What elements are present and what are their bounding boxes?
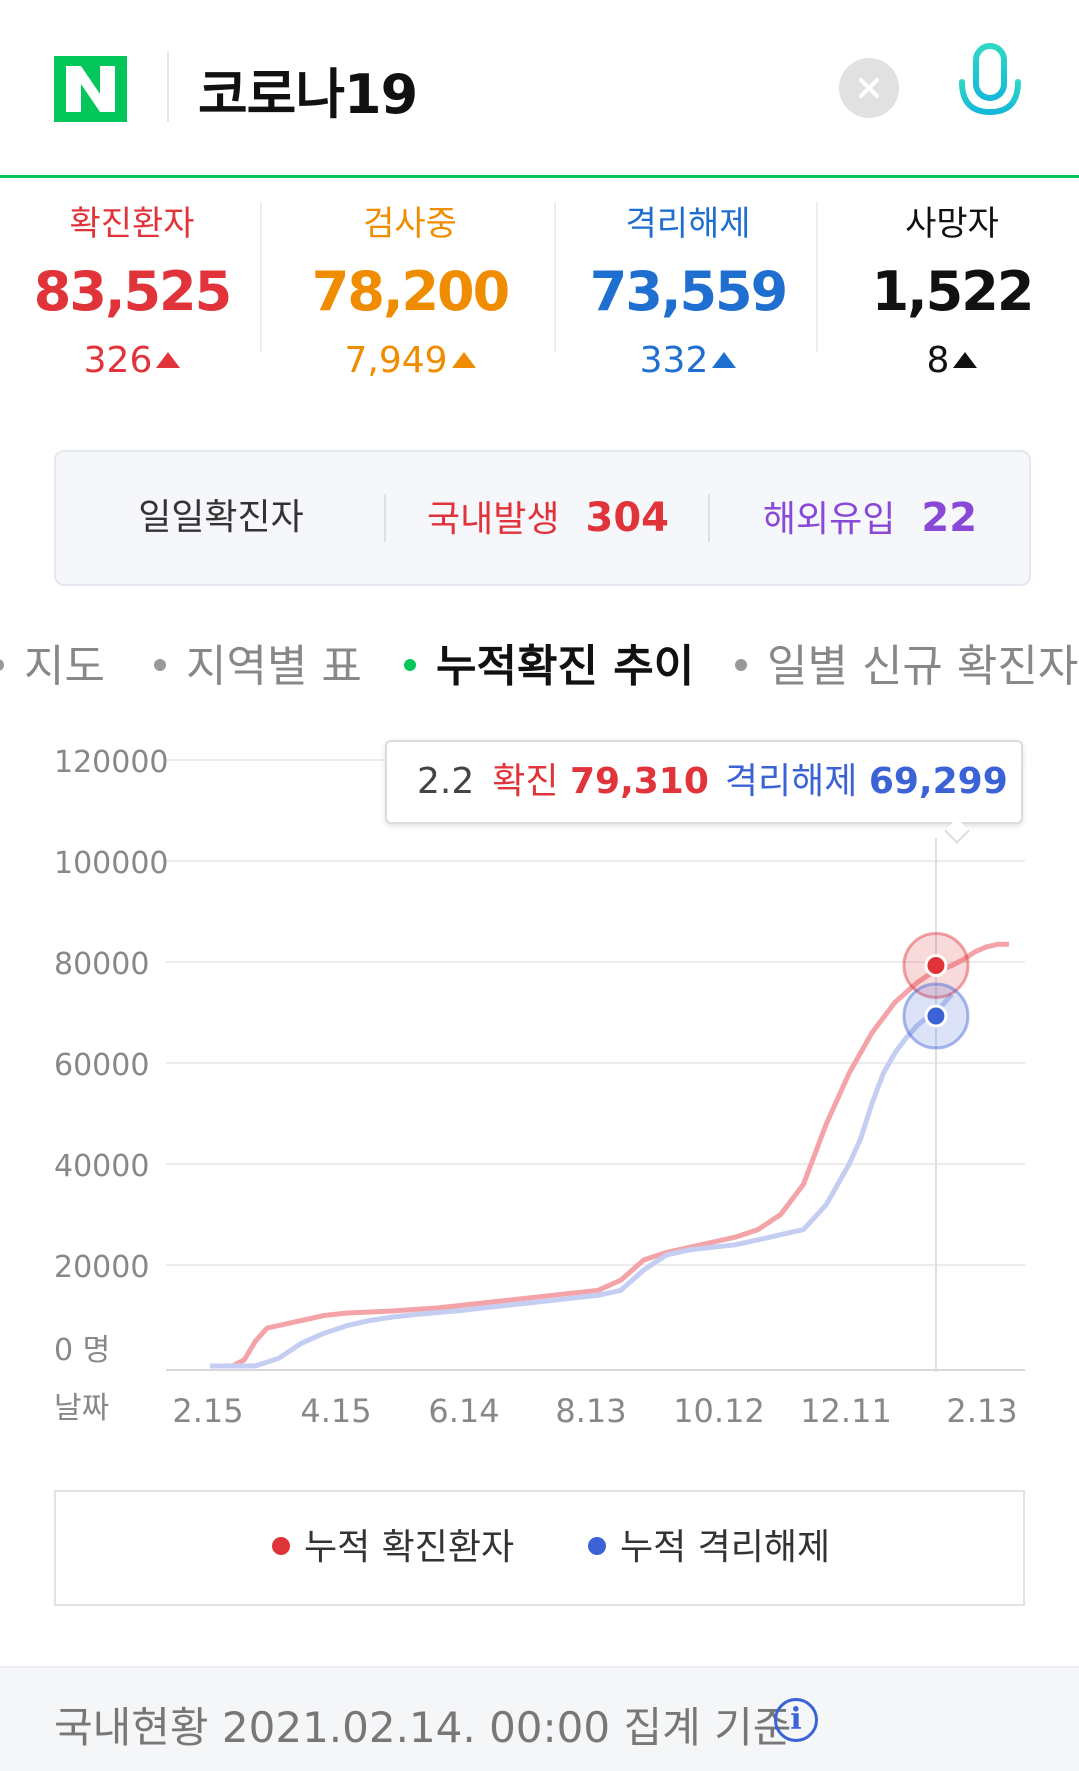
released-series-line <box>210 992 954 1369</box>
status-footer: 국내현황 2021.02.14. 00:00 집계 기준 i <box>0 1666 1079 1771</box>
stat-deaths[interactable]: 사망자 1,522 8 <box>822 182 1079 382</box>
stat-testing[interactable]: 검사중 78,200 7,949 <box>280 182 540 382</box>
stat-value: 78,200 <box>311 260 510 323</box>
legend-released[interactable]: 누적 격리해제 <box>588 1492 830 1604</box>
daily-domestic: 국내발생 304 <box>386 452 710 584</box>
bullet-icon <box>404 659 416 671</box>
legend-dot-icon <box>588 1537 606 1555</box>
stat-value: 83,525 <box>33 260 232 323</box>
bullet-icon <box>0 659 4 671</box>
confirmed-highlight-point <box>924 953 948 977</box>
overseas-label: 해외유입 <box>762 499 896 540</box>
stat-change: 326 <box>2 340 262 381</box>
y-tick-label: 40000 <box>54 1149 149 1184</box>
x-tick-label: 2.13 <box>946 1392 1017 1430</box>
legend-confirmed[interactable]: 누적 확진환자 <box>272 1492 514 1604</box>
daily-divider <box>708 494 710 542</box>
header-divider <box>167 52 169 122</box>
up-arrow-icon <box>953 352 978 368</box>
daily-divider <box>384 494 386 542</box>
bullet-icon <box>154 659 166 671</box>
search-header: 코로나19 <box>0 0 1079 178</box>
stat-change: 332 <box>558 340 818 381</box>
stat-divider <box>816 202 818 352</box>
daily-title: 일일확진자 <box>138 497 304 538</box>
stat-divider <box>260 202 262 352</box>
search-query[interactable]: 코로나19 <box>198 63 418 126</box>
tab-region-table[interactable]: 지역별 표 <box>154 630 362 690</box>
stat-label: 검사중 <box>363 204 457 244</box>
stat-value: 73,559 <box>589 260 788 323</box>
chart-svg[interactable]: 120000 100000 80000 60000 40000 20000 0 명날짜 2.1… <box>0 720 1079 1440</box>
stat-label: 사망자 <box>905 204 999 244</box>
stat-confirmed[interactable]: 확진환자 83,525 326 <box>2 182 262 382</box>
x-tick-label: 12.11 <box>800 1392 892 1430</box>
tab-map[interactable]: 지도 <box>0 630 105 690</box>
x-axis-label: 날짜 <box>54 1391 109 1426</box>
stat-label: 격리해제 <box>625 204 751 244</box>
up-arrow-icon <box>451 352 476 368</box>
clear-button[interactable] <box>839 58 899 118</box>
y-tick-label: 60000 <box>54 1048 149 1083</box>
covid-stats: 확진환자 83,525 326 검사중 78,200 7,949 격리해제 73… <box>0 182 1079 382</box>
daily-overseas: 해외유입 22 <box>710 452 1030 584</box>
daily-confirmed-box: 일일확진자 국내발생 304 해외유입 22 <box>54 450 1031 586</box>
y-tick-label: 100000 <box>54 846 169 881</box>
y-tick-label: 120000 <box>54 745 169 780</box>
x-tick-label: 2.15 <box>172 1392 243 1430</box>
stat-value: 1,522 <box>871 260 1035 323</box>
tab-daily-new[interactable]: 일별 신규 확진자 <box>735 630 1078 690</box>
x-tick-label: 6.14 <box>428 1392 499 1430</box>
up-arrow-icon <box>712 352 737 368</box>
domestic-value: 304 <box>585 495 669 541</box>
tooltip-confirmed: 확진 79,310 <box>492 761 709 802</box>
y-tick-label: 80000 <box>54 947 149 982</box>
microphone-icon <box>959 43 1021 131</box>
bullet-icon <box>735 659 747 671</box>
naver-n-icon <box>66 66 115 112</box>
legend-dot-icon <box>272 1537 290 1555</box>
chart-legend: 누적 확진환자 누적 격리해제 <box>54 1490 1025 1606</box>
status-text: 국내현황 2021.02.14. 00:00 집계 기준 <box>54 1703 792 1752</box>
close-icon <box>859 78 879 98</box>
tooltip-released: 격리해제 69,299 <box>724 761 1008 802</box>
chart-tabs: 지도 지역별 표 누적확진 추이 일별 신규 확진자 <box>0 630 1079 690</box>
up-arrow-icon <box>156 352 181 368</box>
confirmed-series-line <box>210 941 1010 1369</box>
tab-cumulative-trend[interactable]: 누적확진 추이 <box>404 630 694 690</box>
stat-change: 7,949 <box>280 340 540 381</box>
x-tick-label: 4.15 <box>300 1392 371 1430</box>
tooltip-date: 2.2 <box>417 761 475 802</box>
info-icon[interactable]: i <box>774 1698 818 1742</box>
naver-logo[interactable] <box>54 56 127 122</box>
x-tick-label: 8.13 <box>555 1392 626 1430</box>
chart-tooltip: 2.2 확진 79,310 격리해제 69,299 <box>385 740 1023 824</box>
released-highlight-point <box>924 1004 948 1028</box>
y-tick-label: 20000 <box>54 1250 149 1285</box>
voice-search-button[interactable] <box>950 42 1030 134</box>
stat-released[interactable]: 격리해제 73,559 332 <box>558 182 818 382</box>
stat-divider <box>554 202 556 352</box>
y-tick-label: 0 명 <box>54 1333 110 1368</box>
domestic-label: 국내발생 <box>427 499 560 540</box>
stat-label: 확진환자 <box>69 204 195 244</box>
stat-change: 8 <box>822 340 1079 381</box>
x-tick-label: 10.12 <box>673 1392 765 1430</box>
overseas-value: 22 <box>921 495 978 541</box>
